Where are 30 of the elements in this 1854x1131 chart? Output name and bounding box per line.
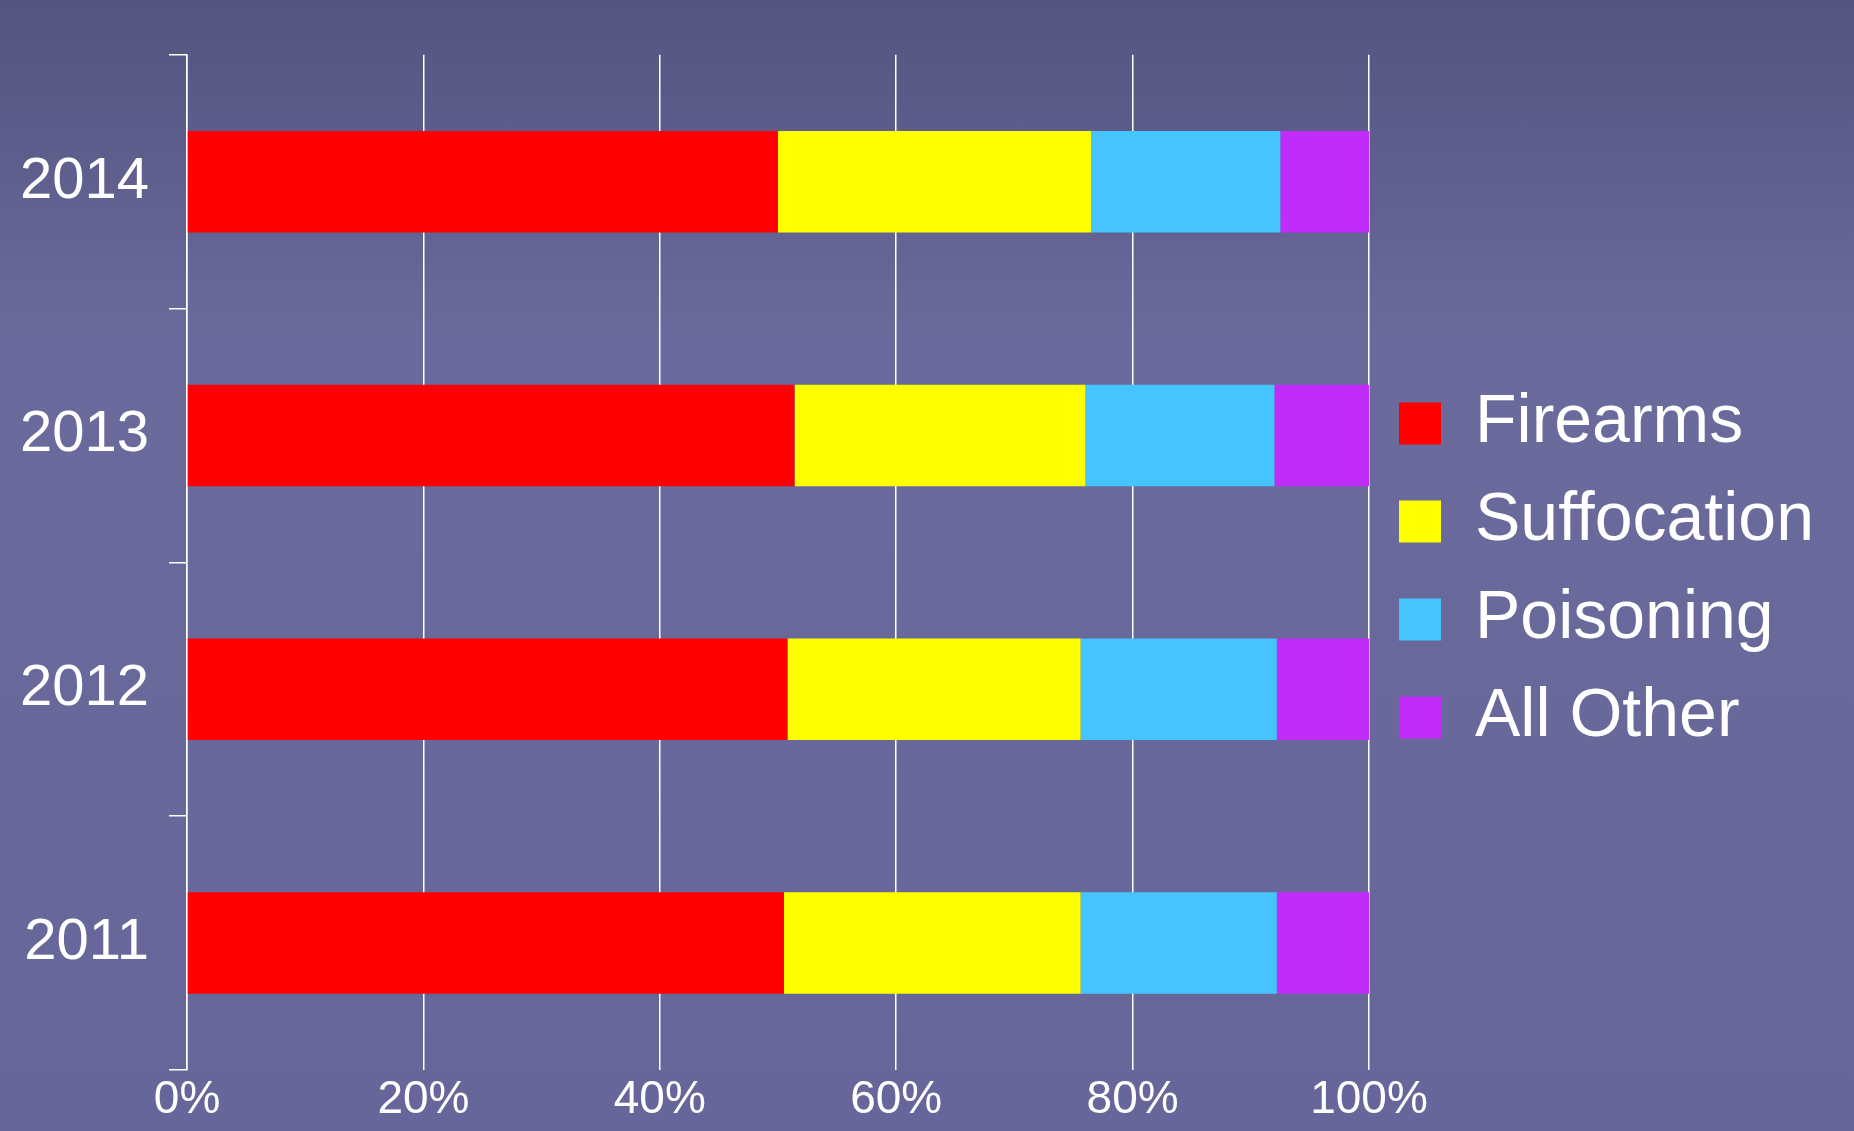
y-tick-label: 2012 <box>20 652 150 718</box>
legend-label: Suffocation <box>1475 478 1815 555</box>
bar <box>1080 638 1277 740</box>
bar <box>187 384 795 487</box>
bar <box>187 638 788 740</box>
bar <box>1091 130 1281 233</box>
x-tick-label: 40% <box>613 1071 706 1124</box>
legend-label: All Other <box>1475 674 1740 751</box>
bar <box>1274 384 1369 487</box>
bar <box>794 384 1086 487</box>
y-tick-label: 2014 <box>20 144 150 210</box>
x-tick-label: 20% <box>377 1071 470 1124</box>
x-tick-label: 100% <box>1310 1071 1428 1124</box>
bar <box>783 892 1081 994</box>
x-tick-label: 60% <box>850 1071 943 1124</box>
legend-label: Firearms <box>1475 380 1744 457</box>
bar <box>1280 130 1369 233</box>
bar <box>1276 638 1369 740</box>
y-tick-label: 2013 <box>20 398 150 464</box>
x-tick-label: 80% <box>1086 1071 1179 1124</box>
bar <box>187 130 779 233</box>
bar <box>787 638 1081 740</box>
bar <box>1080 892 1277 994</box>
bar <box>187 892 784 994</box>
bar <box>778 130 1092 233</box>
legend-label: Poisoning <box>1475 576 1774 653</box>
bar <box>1085 384 1275 487</box>
x-tick-label: 0% <box>153 1071 221 1124</box>
y-tick-label: 2011 <box>24 905 150 971</box>
bar <box>1276 892 1369 994</box>
